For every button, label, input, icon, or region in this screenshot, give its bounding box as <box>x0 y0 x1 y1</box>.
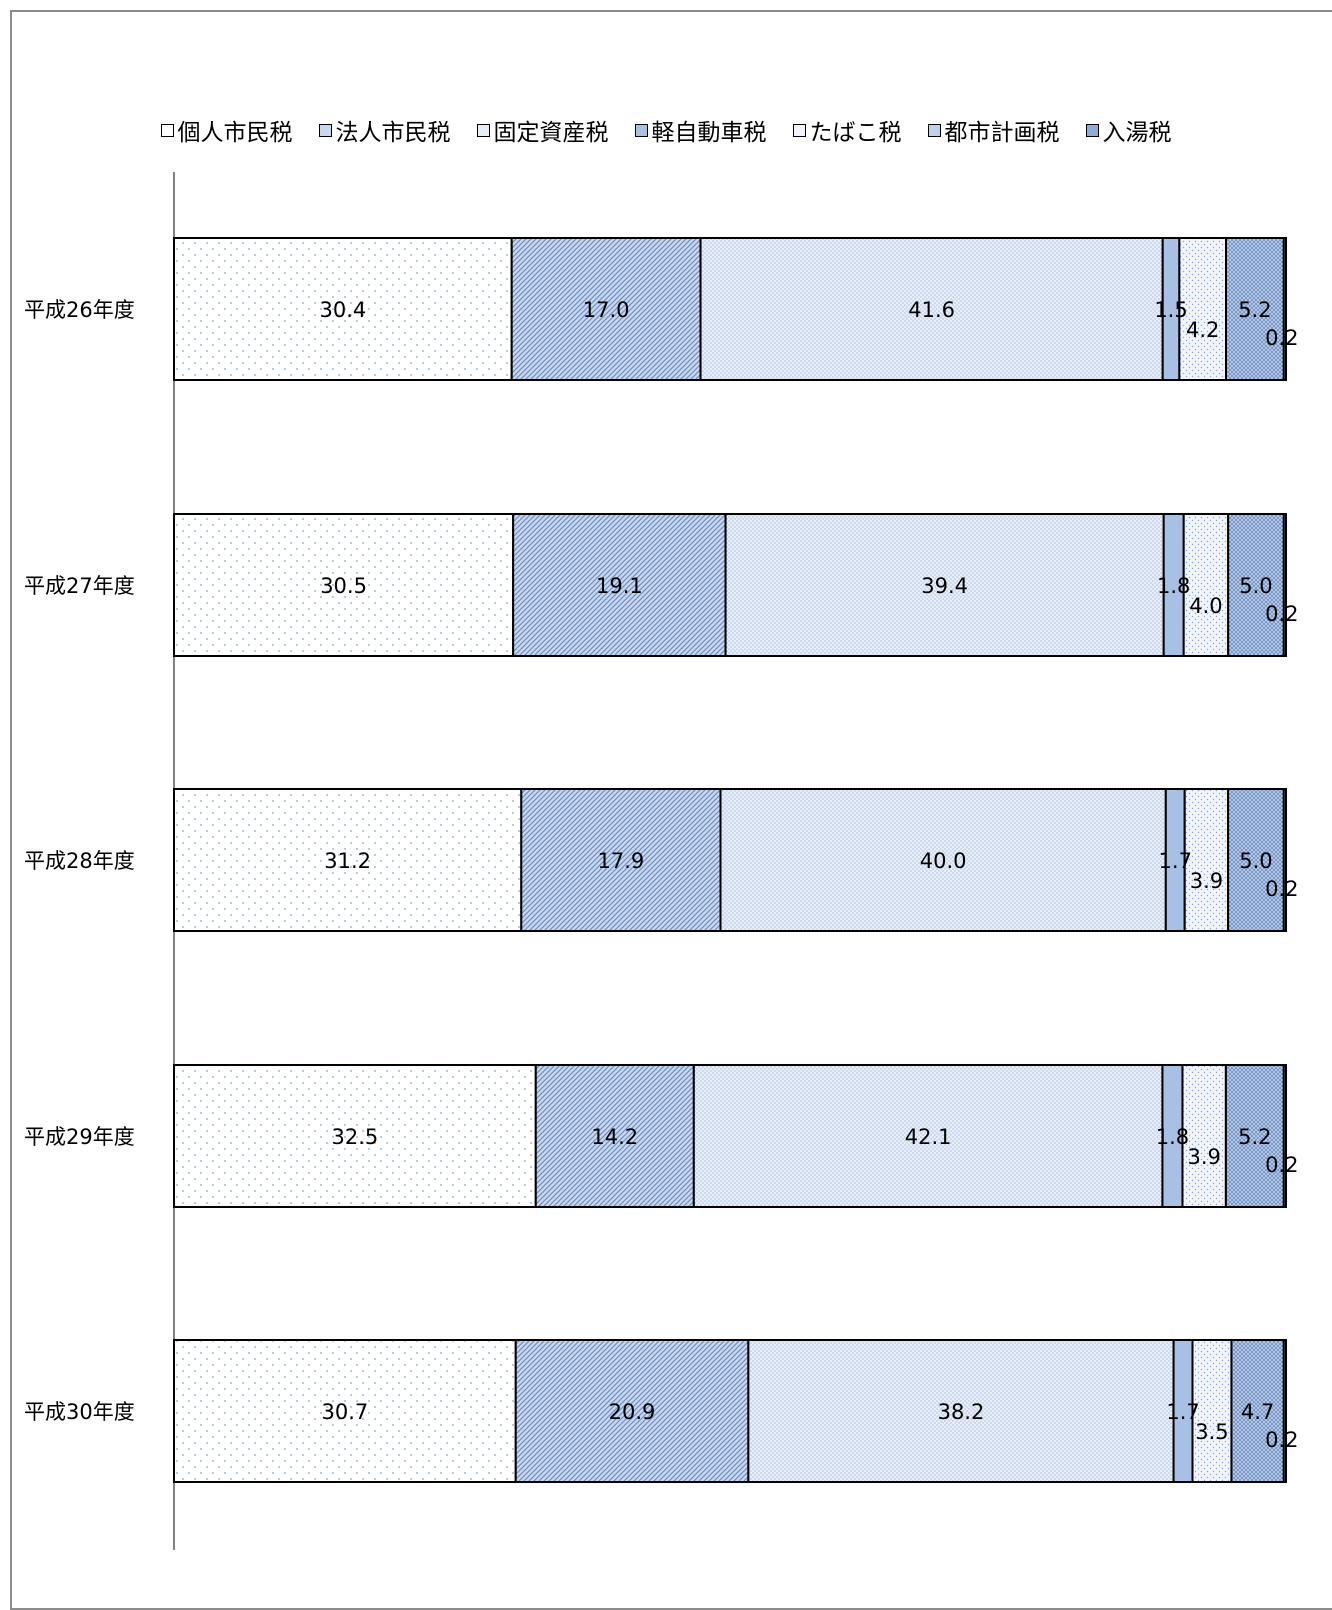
legend-item: 軽自動車税 <box>634 113 767 147</box>
data-label: 31.2 <box>324 849 371 873</box>
bar-segment <box>719 788 1167 932</box>
legend-swatch <box>318 123 332 137</box>
data-label: 3.9 <box>1187 1145 1220 1169</box>
bar-segment <box>1282 1339 1288 1483</box>
bar-segment <box>173 1064 537 1208</box>
data-label: 20.9 <box>609 1400 656 1424</box>
legend-swatch <box>634 123 648 137</box>
data-label: 1.8 <box>1156 1125 1189 1149</box>
data-label: 30.5 <box>320 574 367 598</box>
data-label: 0.2 <box>1265 877 1298 901</box>
category-label: 平成30年度 <box>24 1400 135 1424</box>
legend-label: 固定資産税 <box>493 120 609 146</box>
legend-item: 都市計画税 <box>927 113 1060 147</box>
category-label: 平成27年度 <box>24 574 135 598</box>
legend-item: 固定資産税 <box>476 113 609 147</box>
bar-segment <box>1282 237 1287 381</box>
legend-label: 法人市民税 <box>335 120 451 146</box>
bar-segment <box>534 1064 695 1208</box>
bar-segment <box>1178 237 1228 381</box>
data-label: 5.2 <box>1238 1125 1271 1149</box>
data-label: 4.0 <box>1189 594 1222 618</box>
legend-item: たばこ税 <box>792 113 902 147</box>
data-label: 3.9 <box>1190 869 1223 893</box>
data-label: 5.2 <box>1238 298 1271 322</box>
legend: 個人市民税 法人市民税 固定資産税 軽自動車税 たばこ税 都市計画税 入湯税 <box>0 112 1332 148</box>
bar-segment <box>1282 513 1288 657</box>
bar-segment <box>747 1339 1175 1483</box>
data-label: 1.7 <box>1159 849 1192 873</box>
data-label: 4.7 <box>1241 1400 1274 1424</box>
bar-segment <box>1230 1339 1285 1483</box>
data-label: 14.2 <box>591 1125 638 1149</box>
bar-segment <box>1282 788 1288 932</box>
data-label: 41.6 <box>908 298 955 322</box>
legend-label: 軽自動車税 <box>651 120 767 146</box>
legend-item: 個人市民税 <box>160 113 293 147</box>
data-label: 5.0 <box>1239 574 1272 598</box>
bar-segment <box>1182 513 1230 657</box>
data-label: 17.9 <box>598 849 645 873</box>
bar-segment <box>520 788 722 932</box>
data-label: 1.5 <box>1154 298 1187 322</box>
bar-segment <box>692 1064 1164 1208</box>
data-label: 39.4 <box>921 574 968 598</box>
legend-item: 法人市民税 <box>318 113 451 147</box>
category-label: 平成29年度 <box>24 1125 135 1149</box>
bar-segment <box>1227 788 1285 932</box>
legend-swatch <box>160 123 174 137</box>
bar-segment <box>699 237 1164 381</box>
data-label: 30.4 <box>319 298 366 322</box>
data-label: 38.2 <box>938 1400 985 1424</box>
data-label: 19.1 <box>596 574 643 598</box>
legend-swatch <box>476 123 490 137</box>
data-label: 17.0 <box>583 298 630 322</box>
legend-swatch <box>1085 123 1099 137</box>
legend-label: たばこ税 <box>809 120 902 146</box>
bar-segment <box>173 788 523 932</box>
bar-segment <box>512 513 727 657</box>
data-label: 1.7 <box>1166 1400 1199 1424</box>
data-label: 40.0 <box>920 849 967 873</box>
data-label: 42.1 <box>905 1125 952 1149</box>
data-label: 4.2 <box>1186 318 1219 342</box>
bar-segment <box>1224 1064 1285 1208</box>
data-label: 0.2 <box>1265 1153 1298 1177</box>
category-label: 平成26年度 <box>24 298 135 322</box>
data-label: 30.7 <box>321 1400 368 1424</box>
legend-label: 入湯税 <box>1102 120 1172 146</box>
data-label: 1.8 <box>1157 574 1190 598</box>
legend-label: 都市計画税 <box>944 120 1060 146</box>
data-label: 3.5 <box>1195 1420 1228 1444</box>
bar-segment <box>1183 788 1230 932</box>
data-label: 32.5 <box>331 1125 378 1149</box>
category-label: 平成28年度 <box>24 849 135 873</box>
legend-label: 個人市民税 <box>177 120 293 146</box>
bar-segment <box>1225 237 1285 381</box>
bar-segment <box>724 513 1165 657</box>
bar-segment <box>173 513 515 657</box>
bar-segment <box>173 1339 517 1483</box>
data-label: 5.0 <box>1239 849 1272 873</box>
data-label: 0.2 <box>1265 602 1298 626</box>
data-label: 0.2 <box>1265 326 1298 350</box>
legend-item: 入湯税 <box>1085 113 1172 147</box>
legend-swatch <box>927 123 941 137</box>
data-label: 0.2 <box>1265 1428 1298 1452</box>
legend-swatch <box>792 123 806 137</box>
bar-segment <box>510 237 702 381</box>
bar-segment <box>514 1339 750 1483</box>
bar-segment <box>1282 1064 1288 1208</box>
